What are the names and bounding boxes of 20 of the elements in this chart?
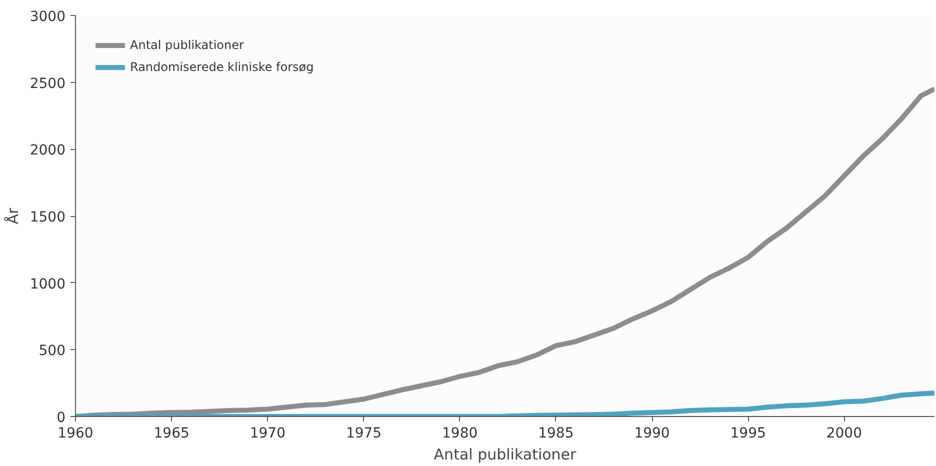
legend-label: Randomiserede kliniske forsøg [130,60,314,74]
y-tick-label: 2500 [30,76,66,92]
y-tick-label: 1500 [30,210,66,226]
x-tick-label: 1975 [346,426,382,442]
x-tick-label: 1980 [442,426,478,442]
legend-label: Antal publikationer [130,38,244,52]
x-tick-label: 1995 [730,426,766,442]
y-tick-label: 1000 [30,276,66,292]
x-tick-label: 1985 [538,426,574,442]
x-tick-label: 1990 [634,426,670,442]
y-axis-title: År [4,206,22,224]
y-tick-label: 2000 [30,142,66,159]
x-tick-label: 1965 [154,426,190,442]
x-tick-label: 1970 [250,426,286,442]
x-tick-label: 2000 [826,426,862,442]
y-tick-label: 3000 [30,9,66,25]
x-tick-label: 1960 [58,426,94,442]
x-axis-title: Antal publikationer [434,446,578,464]
y-tick-label: 500 [38,343,66,360]
y-tick-label: 0 [56,410,66,426]
